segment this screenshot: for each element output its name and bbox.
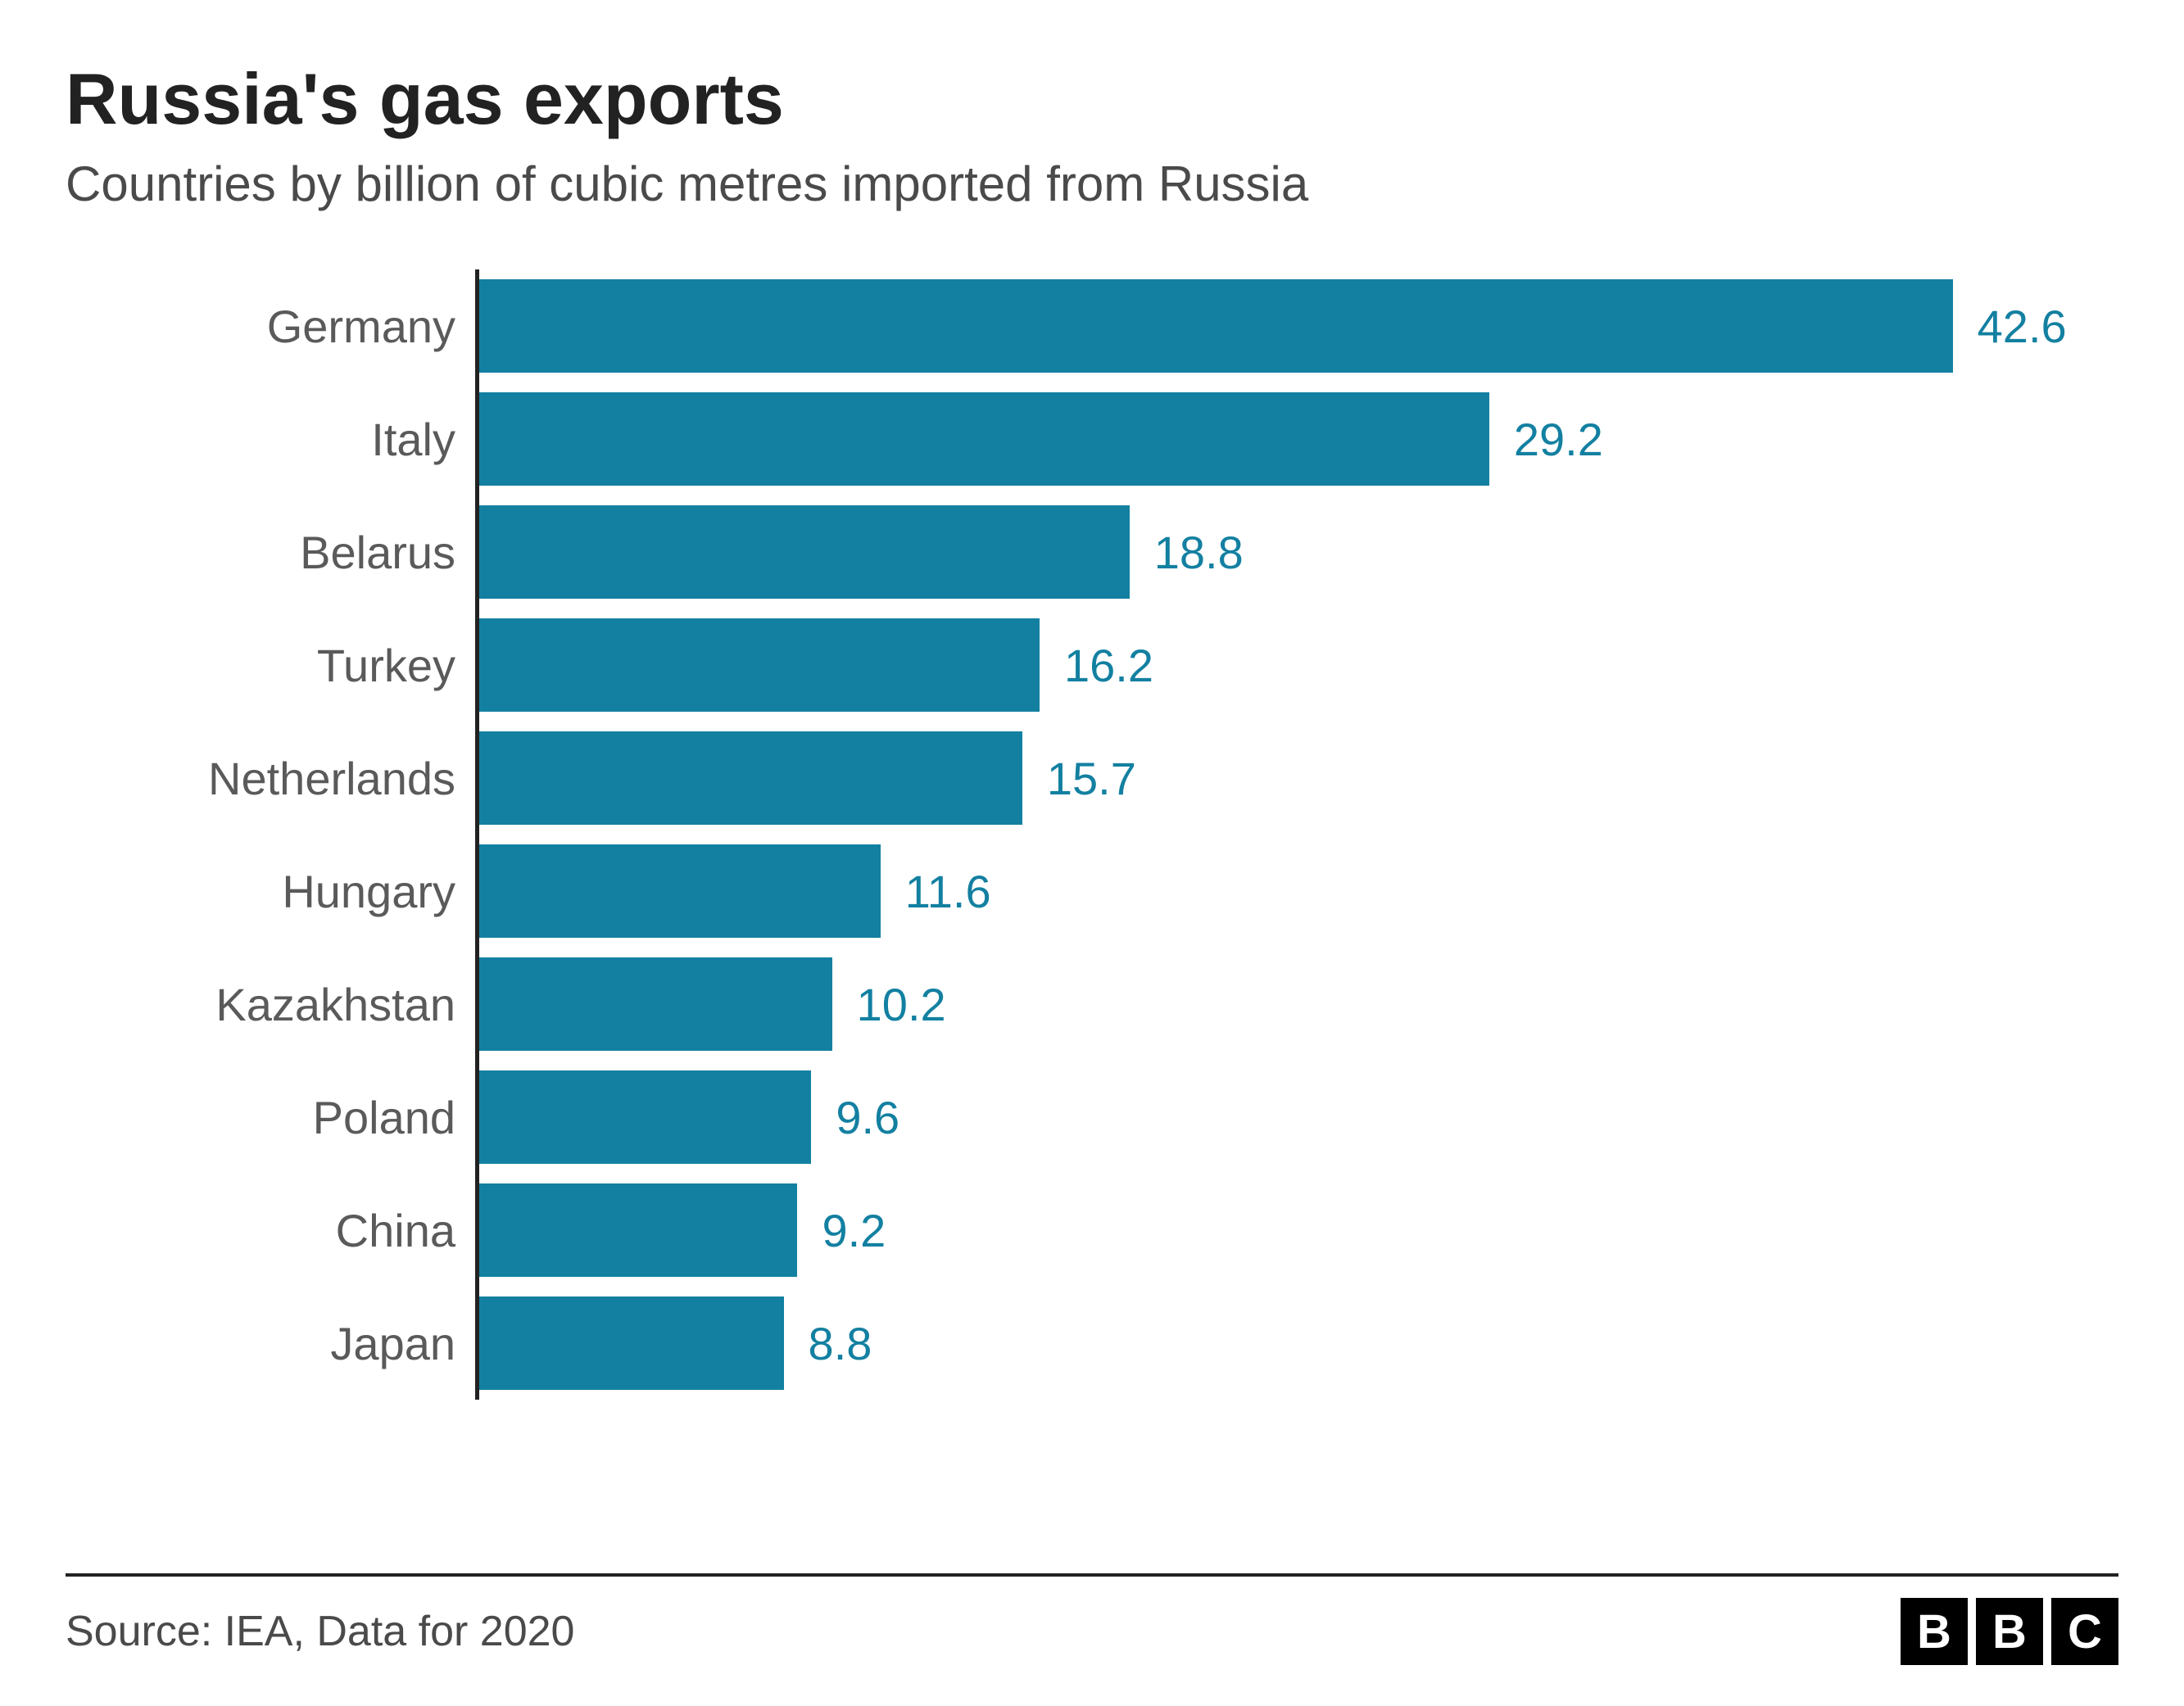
bar-row: Poland 9.6	[90, 1061, 2118, 1174]
category-label: Netherlands	[90, 752, 475, 805]
bar	[479, 1296, 784, 1390]
bar-row: China 9.2	[90, 1174, 2118, 1287]
bar-zone: 11.6	[475, 835, 2118, 948]
source-text: Source: IEA, Data for 2020	[66, 1607, 574, 1656]
bar	[479, 279, 1953, 373]
bar-zone: 15.7	[475, 722, 2118, 835]
chart-subtitle: Countries by billion of cubic metres imp…	[66, 156, 2118, 212]
bar-value: 15.7	[1047, 752, 1136, 805]
category-label: China	[90, 1204, 475, 1257]
category-label: Belarus	[90, 526, 475, 579]
category-label: Japan	[90, 1317, 475, 1370]
bar-row: Turkey 16.2	[90, 609, 2118, 722]
bar	[479, 1183, 797, 1277]
bar-zone: 9.6	[475, 1061, 2118, 1174]
bar-zone: 10.2	[475, 948, 2118, 1061]
bar-value: 11.6	[905, 865, 991, 918]
bar-zone: 29.2	[475, 382, 2118, 496]
bar	[479, 392, 1489, 486]
bar-value: 8.8	[809, 1317, 872, 1370]
bar-zone: 8.8	[475, 1287, 2118, 1400]
bar-zone: 16.2	[475, 609, 2118, 722]
bar-row: Italy 29.2	[90, 382, 2118, 496]
category-label: Poland	[90, 1091, 475, 1144]
bar	[479, 844, 881, 938]
category-label: Italy	[90, 413, 475, 466]
bar-value: 16.2	[1064, 639, 1153, 692]
bar-value: 29.2	[1514, 413, 1603, 466]
bar-value: 9.2	[822, 1204, 886, 1257]
bar-value: 9.6	[836, 1091, 899, 1144]
bar-row: Hungary 11.6	[90, 835, 2118, 948]
chart-area: Germany 42.6 Italy 29.2 Belarus 18.8 Turkey 16.…	[66, 269, 2118, 1400]
bbc-logo: BBC	[1901, 1598, 2118, 1665]
bar-value: 18.8	[1154, 526, 1244, 579]
logo-letter: B	[1976, 1598, 2043, 1665]
bar	[479, 731, 1022, 825]
bar-zone: 9.2	[475, 1174, 2118, 1287]
category-label: Germany	[90, 300, 475, 353]
bar-row: Netherlands 15.7	[90, 722, 2118, 835]
logo-letter: B	[1901, 1598, 1968, 1665]
bar-value: 10.2	[857, 978, 946, 1031]
bar-zone: 42.6	[475, 269, 2118, 382]
bar	[479, 1070, 811, 1164]
bar-row: Belarus 18.8	[90, 496, 2118, 609]
bar	[479, 505, 1130, 599]
bar-row: Japan 8.8	[90, 1287, 2118, 1400]
category-label: Hungary	[90, 865, 475, 918]
logo-letter: C	[2051, 1598, 2118, 1665]
bar	[479, 957, 832, 1051]
bar	[479, 618, 1040, 712]
category-label: Kazakhstan	[90, 978, 475, 1031]
category-label: Turkey	[90, 639, 475, 692]
bar-row: Germany 42.6	[90, 269, 2118, 382]
bar-value: 42.6	[1978, 300, 2067, 353]
chart-footer: Source: IEA, Data for 2020 BBC	[66, 1573, 2118, 1665]
bar-zone: 18.8	[475, 496, 2118, 609]
chart-title: Russia's gas exports	[66, 57, 2118, 141]
bar-row: Kazakhstan 10.2	[90, 948, 2118, 1061]
